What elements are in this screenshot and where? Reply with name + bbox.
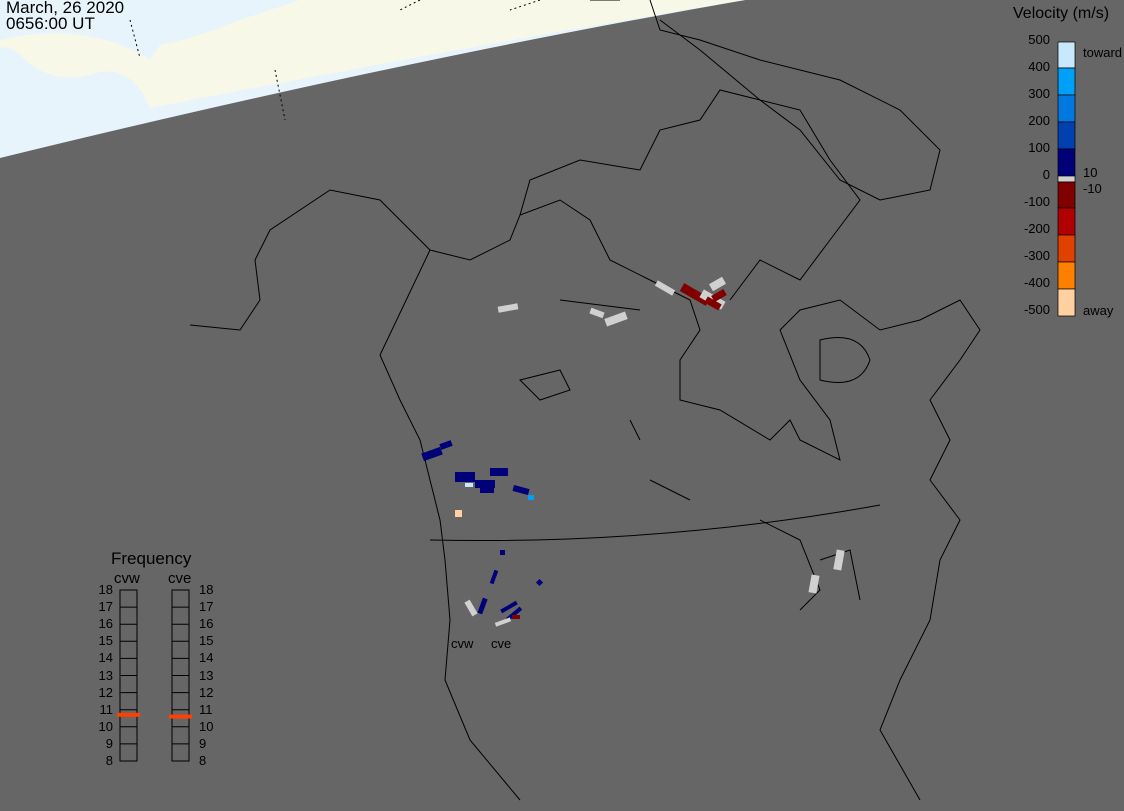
velocity-cell	[512, 485, 530, 495]
velocity-cell	[455, 472, 475, 482]
velocity-cell	[711, 288, 727, 303]
velocity-cell	[704, 296, 722, 311]
velocity-cell	[477, 597, 488, 615]
frequency-tick: 12	[98, 684, 113, 700]
frequency-title: Frequency	[111, 549, 192, 568]
inner-neg-label: -10	[1083, 181, 1102, 196]
velocity-cell	[490, 468, 508, 476]
velocity-cell	[528, 495, 534, 500]
velocity-cell	[421, 446, 443, 462]
velocity-cell	[464, 599, 478, 617]
toward-label: toward	[1083, 45, 1123, 60]
frequency-tick: 13	[98, 667, 113, 683]
frequency-tick: 10	[199, 718, 214, 734]
time-label: 0656:00 UT	[6, 14, 95, 33]
colorbar-tick: 300	[1028, 86, 1050, 101]
velocity-cell	[604, 311, 628, 327]
inner-pos-label: 10	[1083, 165, 1098, 180]
colorbar-segment	[1057, 175, 1076, 183]
frequency-tick: 10	[98, 718, 113, 734]
velocity-cell	[497, 303, 519, 313]
frequency-tick: 14	[199, 650, 214, 666]
frequency-tick: 15	[199, 633, 214, 649]
colorbar-tick: -500	[1023, 302, 1050, 317]
colorbar-tick: -300	[1023, 248, 1050, 263]
map-radar-label-cve: cve	[491, 636, 512, 651]
frequency-tick: 8	[105, 753, 113, 768]
frequency-marker-cve	[169, 714, 192, 719]
velocity-cell	[439, 440, 453, 450]
velocity-cell	[500, 550, 505, 555]
frequency-tick: 14	[98, 650, 113, 666]
frequency-tick: 16	[98, 616, 113, 632]
frequency-marker-cvw	[117, 712, 140, 717]
colorbar-tick: -200	[1023, 221, 1050, 236]
frequency-tick: 17	[199, 599, 214, 615]
coastlines	[189, 0, 981, 801]
radar-name-cvw: cvw	[114, 570, 140, 587]
velocity-cell	[465, 483, 473, 487]
velocity-cell	[679, 283, 711, 306]
frequency-tick: 12	[199, 684, 214, 700]
colorbar-segment	[1057, 288, 1076, 317]
colorbar-segment	[1057, 181, 1076, 209]
velocity-cell	[475, 480, 495, 488]
frequency-panel	[117, 589, 192, 762]
velocity-cell	[494, 617, 512, 627]
date-label: March, 26 2020	[6, 0, 125, 17]
colorbar-segment	[1057, 207, 1076, 236]
colorbar-tick: -400	[1023, 275, 1050, 290]
frequency-tick: 11	[199, 701, 213, 717]
colorbar-tick: -100	[1023, 194, 1050, 209]
velocity-cell	[480, 487, 494, 493]
velocity-cell	[833, 549, 845, 571]
velocity-cell	[535, 578, 544, 587]
frequency-tick: 11	[99, 701, 114, 717]
colorbar-segment	[1057, 41, 1076, 69]
frequency-tick: 18	[199, 582, 214, 597]
colorbar-title: Velocity (m/s)	[1013, 5, 1110, 22]
radar-name-cve: cve	[168, 570, 192, 587]
colorbar-tick: 0	[1042, 167, 1050, 182]
velocity-colorbar	[1057, 41, 1076, 317]
dayside-region	[0, 0, 745, 158]
colorbar-segment	[1057, 94, 1076, 123]
velocity-cells	[421, 276, 845, 627]
velocity-cell	[808, 574, 820, 594]
frequency-tick: 8	[199, 753, 207, 768]
colorbar-tick: 400	[1028, 59, 1050, 74]
frequency-tick: 9	[105, 735, 113, 751]
colorbar-tick: 100	[1028, 140, 1050, 155]
velocity-cell	[589, 307, 605, 319]
colorbar-segment	[1057, 234, 1076, 263]
velocity-cell	[489, 569, 499, 585]
colorbar-tick: 200	[1028, 113, 1050, 128]
away-label: away	[1083, 303, 1114, 318]
colorbar-tick: 500	[1028, 32, 1050, 47]
frequency-tick: 15	[98, 633, 113, 649]
frequency-tick: 13	[199, 667, 214, 683]
frequency-tick: 18	[98, 582, 113, 597]
frequency-tick: 9	[199, 735, 207, 751]
velocity-cell	[709, 276, 726, 292]
frequency-tick: 16	[199, 616, 214, 632]
velocity-cell	[500, 600, 518, 614]
colorbar-segment	[1057, 121, 1076, 150]
velocity-cell	[455, 510, 462, 517]
velocity-cell	[654, 280, 676, 296]
velocity-cell	[512, 615, 520, 619]
colorbar-segment	[1057, 148, 1076, 177]
frequency-tick: 17	[98, 599, 113, 615]
colorbar-segment	[1057, 261, 1076, 290]
colorbar-segment	[1057, 67, 1076, 96]
map-radar-label-cvw: cvw	[451, 636, 474, 651]
